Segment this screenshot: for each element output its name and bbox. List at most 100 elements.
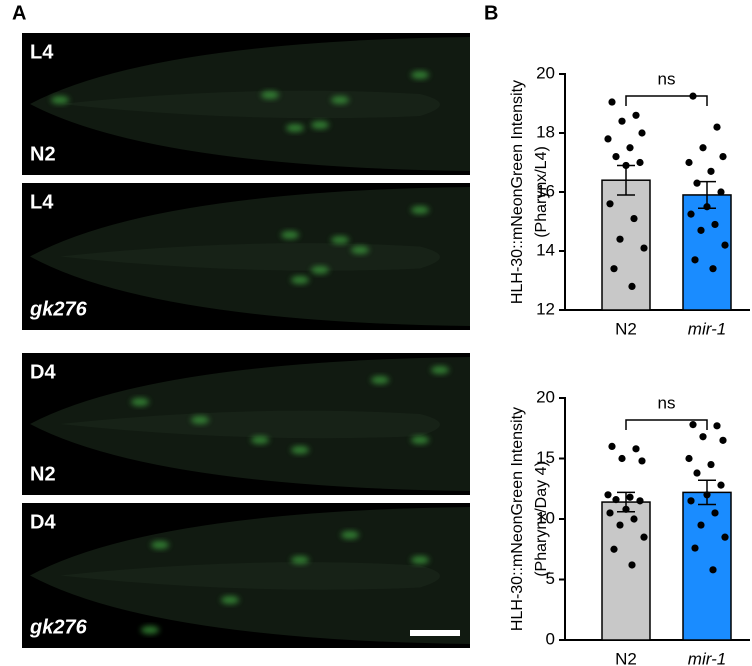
micrograph: L4 N2 (22, 33, 470, 175)
fluorescence (331, 96, 349, 104)
fluorescence (286, 124, 304, 132)
bar (601, 501, 651, 641)
fluorescence (251, 436, 269, 444)
data-point (687, 497, 695, 505)
data-point (713, 422, 721, 430)
data-point (626, 144, 634, 152)
y-tick-label: 20 (536, 63, 555, 82)
stage-label: L4 (30, 191, 54, 213)
x-tick-label: mir-1 (688, 319, 726, 338)
fluorescence (341, 531, 359, 539)
pharynx (60, 410, 440, 439)
data-point (638, 457, 646, 465)
fluorescence (331, 236, 349, 244)
fluorescence (311, 121, 329, 129)
y-tick-label: 18 (536, 122, 555, 141)
data-point (616, 235, 624, 243)
data-point (697, 521, 705, 529)
data-point (713, 123, 721, 131)
fluorescence (291, 556, 309, 564)
y-tick-label: 20 (536, 387, 555, 406)
data-point (630, 515, 638, 523)
x-tick-label: N2 (615, 649, 637, 666)
y-tick-label: 5 (546, 569, 555, 588)
data-point (606, 509, 614, 517)
data-point (699, 144, 707, 152)
panel-label: B (484, 2, 498, 24)
fluorescence (371, 376, 389, 384)
data-point (685, 158, 693, 167)
data-point (717, 481, 725, 489)
data-point (687, 210, 695, 218)
fluorescence (411, 556, 429, 564)
strain-label: N2 (30, 463, 56, 485)
fluorescence (151, 541, 169, 549)
stage-label: D4 (30, 511, 56, 533)
micrograph: D4 N2 (22, 353, 470, 495)
data-point (691, 544, 699, 552)
bar (682, 491, 732, 641)
stage-label: D4 (30, 361, 56, 383)
y-axis-label: HLH-30::mNeonGreen Intensity (509, 80, 526, 304)
data-point (626, 493, 634, 501)
significance-bracket (625, 419, 708, 430)
data-point (628, 282, 636, 290)
data-point (703, 491, 711, 499)
fluorescence (281, 231, 299, 239)
panel-label: A (12, 2, 26, 24)
y-axis-label: HLH-30::mNeonGreen Intensity (509, 407, 526, 631)
significance-bracket (625, 95, 708, 106)
data-point (717, 188, 725, 196)
data-point (707, 460, 715, 469)
data-point (636, 158, 644, 167)
significance-label: ns (658, 393, 676, 412)
data-point (622, 505, 630, 513)
strain-label: gk276 (29, 298, 88, 320)
data-point (618, 117, 626, 125)
fluorescence (261, 91, 279, 99)
data-point (711, 509, 719, 517)
data-point (709, 566, 717, 574)
data-point (711, 220, 719, 229)
y-tick-label: 10 (536, 508, 555, 527)
data-point (693, 179, 701, 187)
strain-label: N2 (30, 143, 56, 165)
data-point (689, 421, 697, 429)
x-tick-label: N2 (615, 319, 637, 338)
scale-bar (410, 630, 460, 636)
data-point (612, 153, 620, 161)
data-point (622, 161, 630, 170)
data-point (719, 436, 727, 444)
fluorescence (411, 436, 429, 444)
data-point (685, 454, 693, 463)
data-point (608, 442, 616, 450)
fluorescence (311, 266, 329, 274)
fluorescence (351, 246, 369, 254)
data-point (630, 214, 638, 223)
data-point (699, 433, 707, 441)
data-point (604, 135, 612, 143)
data-point (636, 497, 644, 505)
fluorescence (411, 206, 429, 214)
data-point (640, 244, 648, 252)
data-point (610, 545, 618, 553)
data-point (721, 241, 729, 249)
data-point (608, 98, 616, 106)
significance-label: ns (658, 69, 676, 88)
data-point (612, 496, 620, 504)
micrograph: D4 gk276 (22, 503, 470, 648)
data-point (632, 111, 640, 119)
y-tick-label: 14 (536, 240, 555, 259)
data-point (638, 129, 646, 137)
data-point (618, 454, 626, 463)
data-point (703, 203, 711, 211)
data-point (721, 533, 729, 541)
data-point (606, 200, 614, 208)
strain-label: gk276 (29, 616, 88, 638)
data-point (707, 167, 715, 175)
data-point (697, 226, 705, 234)
fluorescence (291, 276, 309, 284)
y-axis-label: (Pharynx/Day 4) (533, 461, 550, 577)
data-point (719, 153, 727, 161)
